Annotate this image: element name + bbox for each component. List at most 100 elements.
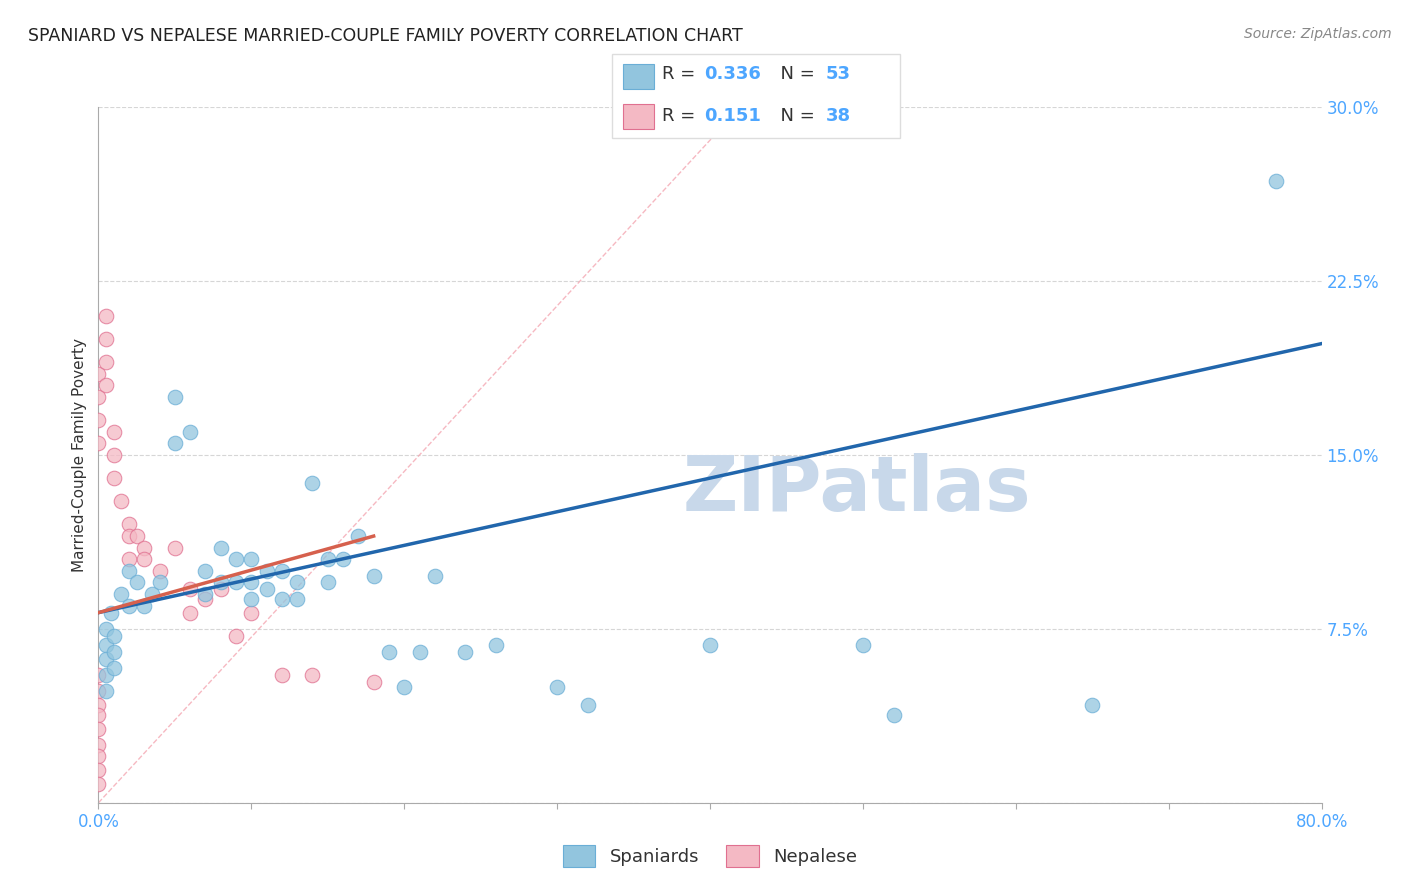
Point (240, 575, 263, 590)
Text: R =: R = (662, 107, 707, 125)
Point (240, 591, 263, 606)
Point (118, 552, 141, 566)
Point (179, 582, 201, 597)
Point (301, 475, 323, 490)
Point (194, 587, 217, 601)
Point (240, 606, 263, 620)
Point (94, 309, 117, 323)
Point (94, 668, 117, 682)
Text: N =: N = (769, 65, 821, 84)
Point (392, 680, 416, 694)
Point (94, 332, 117, 346)
Point (103, 629, 125, 643)
Point (454, 645, 477, 659)
Point (270, 564, 292, 578)
Point (240, 552, 263, 566)
Point (363, 675, 385, 690)
Y-axis label: Married-Couple Family Poverty: Married-Couple Family Poverty (72, 338, 87, 572)
Point (209, 575, 232, 590)
Point (134, 541, 156, 555)
Point (87, 390, 110, 404)
Point (103, 448, 125, 462)
Point (94, 355, 117, 369)
Point (179, 606, 201, 620)
Point (179, 425, 201, 439)
Point (87, 367, 110, 381)
Point (87, 684, 110, 698)
Point (87, 777, 110, 791)
Point (256, 582, 278, 597)
Point (94, 684, 117, 698)
Point (141, 587, 163, 601)
Point (285, 591, 308, 606)
Text: R =: R = (662, 65, 702, 84)
Point (125, 575, 148, 590)
Point (149, 575, 172, 590)
Point (852, 638, 875, 652)
Point (332, 552, 354, 566)
Point (378, 645, 401, 659)
Point (103, 661, 125, 675)
Text: N =: N = (769, 107, 821, 125)
Point (87, 436, 110, 450)
Point (285, 575, 308, 590)
Point (103, 645, 125, 659)
Point (485, 638, 508, 652)
Point (301, 668, 323, 682)
Point (1081, 698, 1104, 713)
Point (1264, 174, 1286, 188)
Point (347, 529, 370, 543)
Point (316, 552, 339, 566)
Point (118, 599, 141, 613)
Point (225, 575, 247, 590)
Point (125, 529, 148, 543)
Point (87, 738, 110, 752)
Point (100, 606, 122, 620)
Point (256, 564, 278, 578)
Point (423, 568, 446, 582)
Point (363, 568, 385, 582)
Point (163, 436, 186, 450)
Text: SPANIARD VS NEPALESE MARRIED-COUPLE FAMILY POVERTY CORRELATION CHART: SPANIARD VS NEPALESE MARRIED-COUPLE FAMI… (28, 27, 742, 45)
Point (316, 575, 339, 590)
Point (87, 764, 110, 778)
Point (110, 587, 132, 601)
Point (225, 629, 247, 643)
Text: 38: 38 (825, 107, 851, 125)
Point (94, 622, 117, 636)
Point (87, 668, 110, 682)
Legend: Spaniards, Nepalese: Spaniards, Nepalese (555, 838, 865, 874)
Point (94, 378, 117, 392)
Point (270, 591, 292, 606)
Point (87, 749, 110, 764)
Text: 0.336: 0.336 (704, 65, 761, 84)
Point (408, 645, 430, 659)
Point (883, 707, 905, 722)
Point (576, 698, 599, 713)
Point (149, 564, 172, 578)
Point (118, 564, 141, 578)
Point (546, 680, 568, 694)
Point (194, 591, 217, 606)
Point (94, 652, 117, 666)
Point (163, 541, 186, 555)
Text: Source: ZipAtlas.com: Source: ZipAtlas.com (1244, 27, 1392, 41)
Point (118, 517, 141, 532)
Point (87, 413, 110, 427)
Point (134, 552, 156, 566)
Point (699, 638, 721, 652)
Point (225, 552, 247, 566)
Point (209, 582, 232, 597)
Text: 0.151: 0.151 (704, 107, 761, 125)
Point (94, 638, 117, 652)
Point (118, 529, 141, 543)
Point (103, 471, 125, 485)
Point (87, 707, 110, 722)
Text: ZIPatlas: ZIPatlas (682, 453, 1031, 526)
Point (270, 668, 292, 682)
Point (87, 722, 110, 736)
Point (103, 425, 125, 439)
Point (110, 494, 132, 508)
Point (134, 599, 156, 613)
Point (163, 390, 186, 404)
